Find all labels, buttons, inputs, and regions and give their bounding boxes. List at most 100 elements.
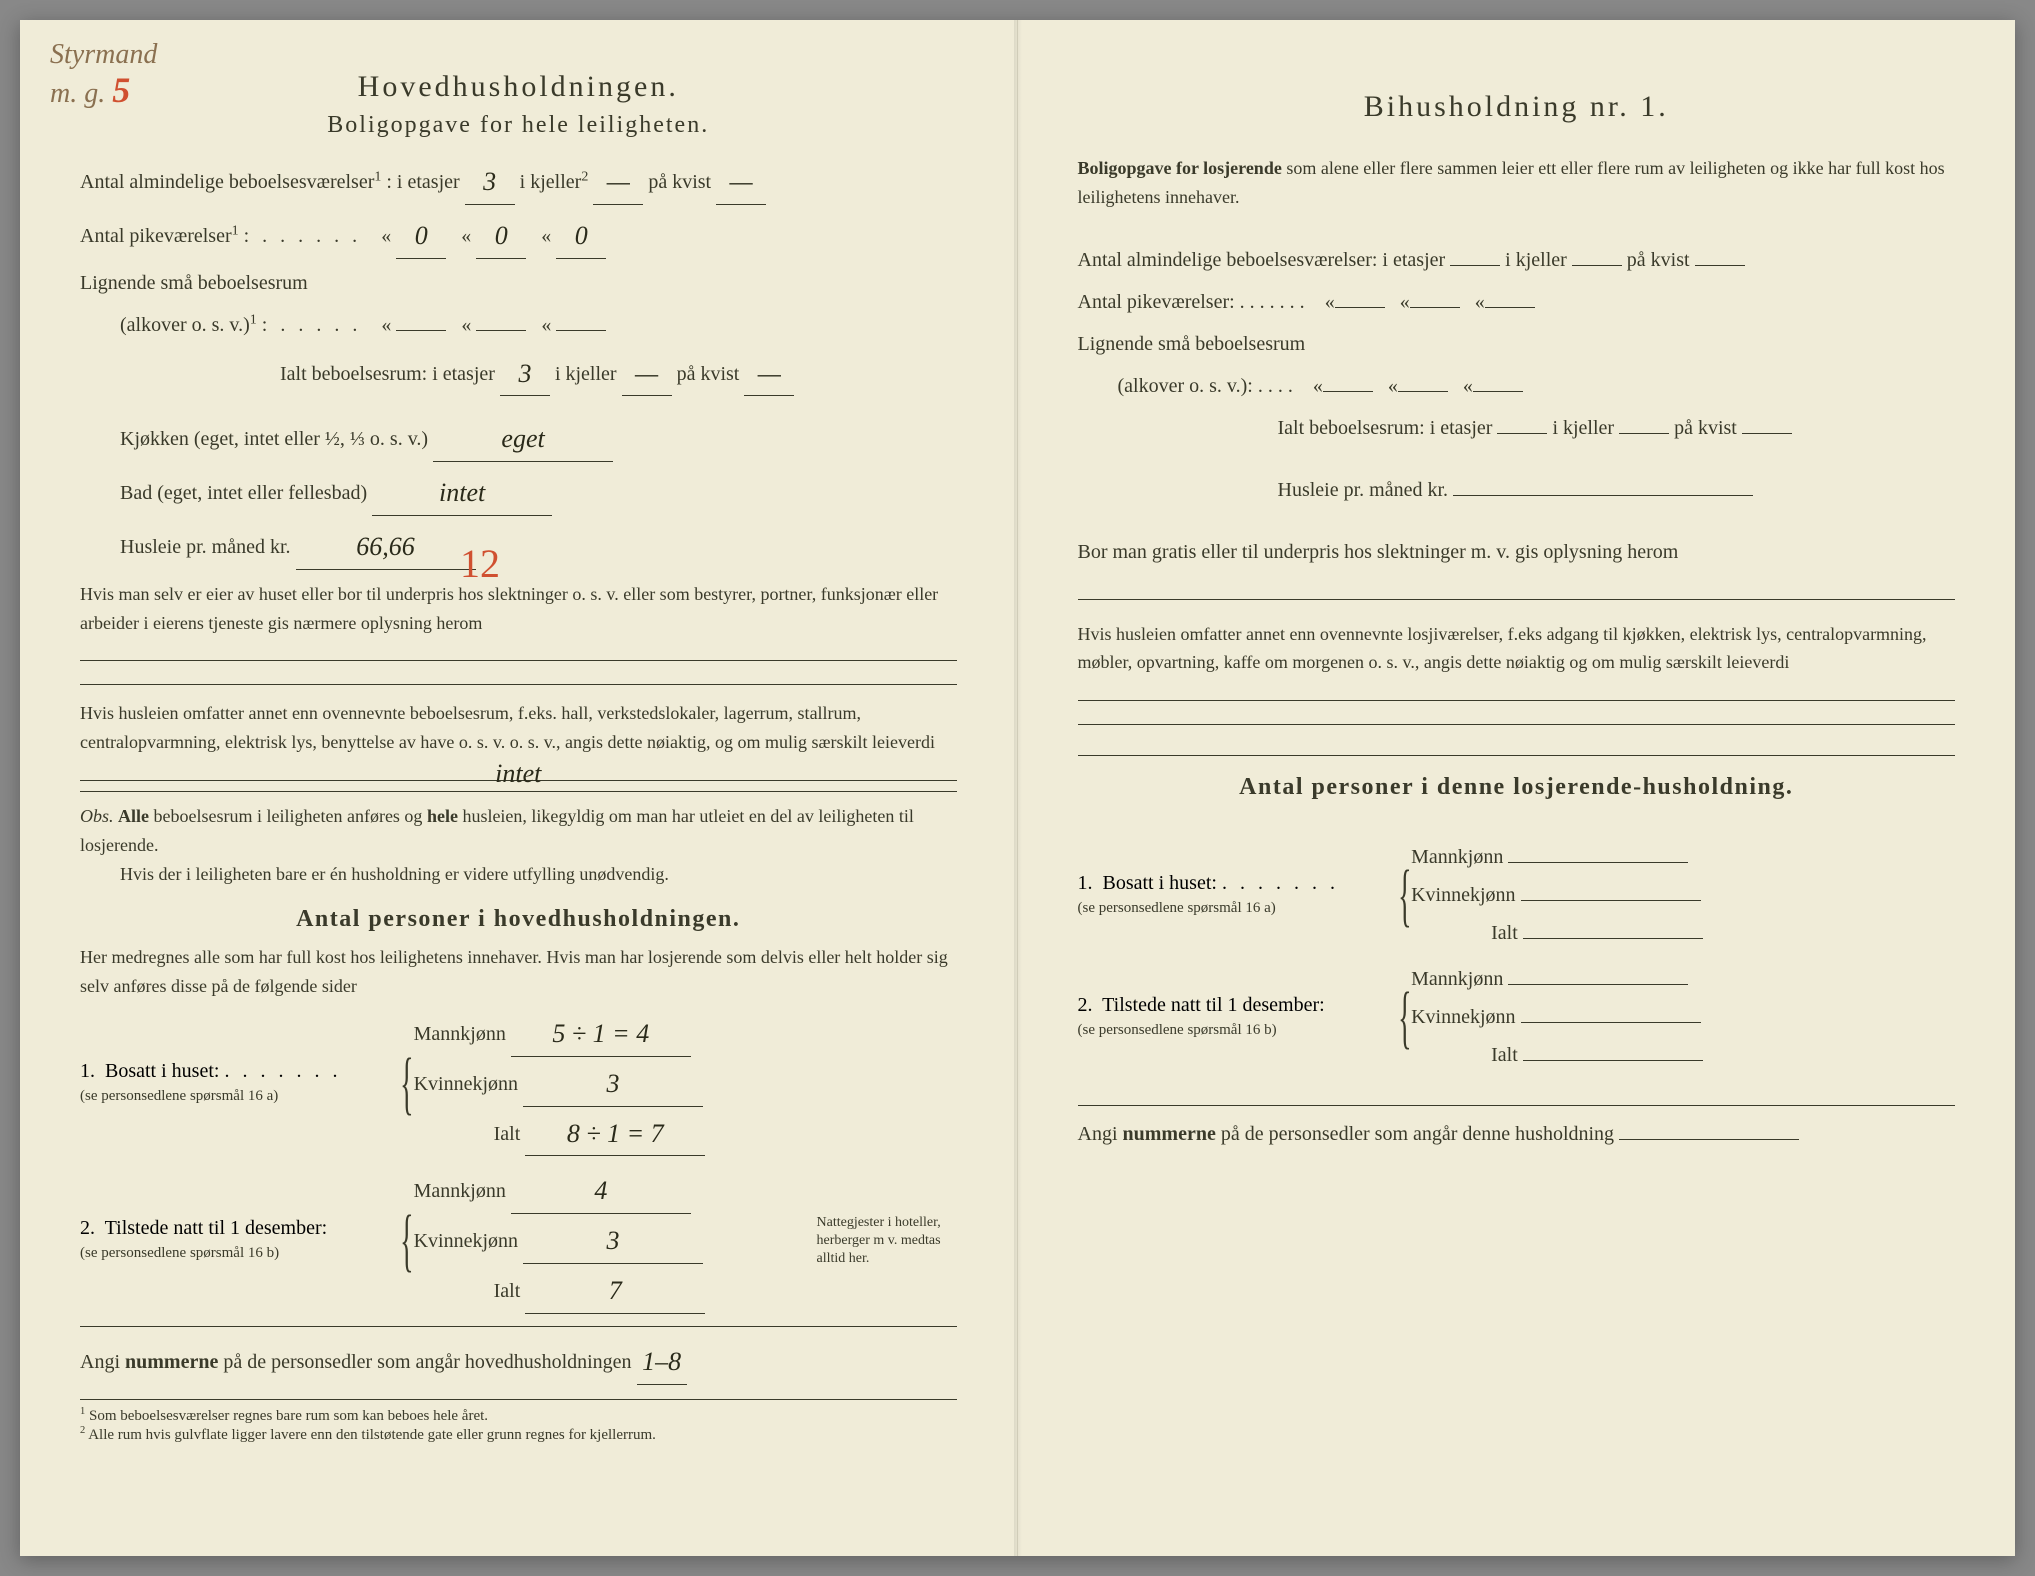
item2-group: 2. Tilstede natt til 1 desember: (se per… <box>80 1166 957 1315</box>
pike-v3: 0 <box>575 221 588 250</box>
item1-ialt-val: 8 ÷ 1 = 7 <box>567 1119 664 1148</box>
r-item2-mann: Mannkjønn <box>1411 968 1503 990</box>
r-item1-group: 1. Bosatt i huset: . . . . . . . (se per… <box>1078 839 1956 953</box>
r-kvist-label: på kvist <box>1627 249 1690 271</box>
angi-val: 1–8 <box>642 1347 681 1376</box>
rule1 <box>80 791 957 792</box>
r-lignende2-label: (alkover o. s. v.): . . . . <box>1118 375 1293 397</box>
lignende-label2: (alkover o. s. v.) <box>120 314 250 336</box>
item1-mann-label: Mannkjønn <box>414 1023 506 1045</box>
rule2 <box>80 1326 957 1327</box>
obs1c: hele <box>427 806 458 826</box>
husleie-label: Husleie pr. måned kr. <box>120 536 291 558</box>
r-husleie-label: Husleie pr. måned kr. <box>1278 479 1449 501</box>
r-item1-kvinne: Kvinnekjønn <box>1411 884 1515 906</box>
right-title: Bihusholdning nr. 1. <box>1078 90 1956 124</box>
item1-num: 1. <box>80 1060 95 1082</box>
antal-alm-row: Antal almindelige beboelsesværelser1 : i… <box>80 157 957 205</box>
ialt-kvist-label: på kvist <box>677 363 740 385</box>
r-item2-ialt: Ialt <box>1491 1044 1518 1066</box>
pike-label: Antal pikeværelser <box>80 225 232 247</box>
kvist-label: på kvist <box>648 171 711 193</box>
r-gratis-blank <box>1078 576 1956 600</box>
angi-bold: nummerne <box>125 1351 218 1373</box>
left-page: Styrmand m. g. 5 Hovedhusholdningen. Bol… <box>20 20 1018 1556</box>
ialt-kjeller-label: i kjeller <box>555 363 617 385</box>
pike-v2: 0 <box>495 221 508 250</box>
footnotes: 1 Som beboelsesværelser regnes bare rum … <box>80 1399 957 1444</box>
obs1a: Alle <box>118 806 149 826</box>
lignende-row1: Lignende små beboelsesrum <box>80 265 957 301</box>
section2-intro: Her medregnes alle som har full kost hos… <box>80 943 957 1001</box>
para1-blank1 <box>80 637 957 661</box>
side-note: Nattegjester i hoteller, herberger m v. … <box>817 1214 957 1269</box>
item1-note: (se personsedlene spørsmål 16 a) <box>80 1088 278 1104</box>
r-item1-label: Bosatt i huset: <box>1103 872 1217 894</box>
bad-row: Bad (eget, intet eller fellesbad) intet <box>80 468 957 516</box>
para2-val: intet <box>495 759 541 788</box>
pike-v1: 0 <box>415 221 428 250</box>
kjeller-label: i kjeller <box>520 171 582 193</box>
husleie-row: Husleie pr. måned kr. 66,66 <box>80 522 957 570</box>
kvist-val: — <box>730 167 753 196</box>
r-antal-alm: Antal almindelige beboelsesværelser: i e… <box>1078 242 1956 278</box>
kjokken-label: Kjøkken (eget, intet eller ½, ⅓ o. s. v.… <box>120 428 428 450</box>
r-rule1 <box>1078 755 1956 756</box>
r-item2-note: (se personsedlene spørsmål 16 b) <box>1078 1022 1277 1038</box>
kjokken-row: Kjøkken (eget, intet eller ½, ⅓ o. s. v.… <box>80 414 957 462</box>
r-angi-rest: på de personsedler som angår denne husho… <box>1216 1123 1614 1145</box>
lq1: « <box>381 314 391 336</box>
r-kjeller-label2: i kjeller <box>1552 417 1614 439</box>
r-para-gratis: Bor man gratis eller til underpris hos s… <box>1078 534 1956 570</box>
r-item1-num: 1. <box>1078 872 1093 894</box>
item1-label: Bosatt i huset: <box>105 1060 219 1082</box>
lignende-row2: (alkover o. s. v.)1 : . . . . . « « « <box>80 307 957 343</box>
obs2: Hvis der i leiligheten bare er én hushol… <box>80 860 957 889</box>
item1-mann-val: 5 ÷ 1 = 4 <box>552 1019 649 1048</box>
ialt-beb-row: Ialt beboelsesrum: i etasjer 3 i kjeller… <box>80 349 957 397</box>
item1-kvinne-label: Kvinnekjønn <box>414 1073 518 1095</box>
q3: « <box>541 225 551 247</box>
etasjer-label: : i etasjer <box>386 171 459 193</box>
r-lignende1: Lignende små beboelsesrum <box>1078 326 1956 362</box>
r-brace-icon2: { <box>1398 990 1411 1046</box>
r-ialt-beb: Ialt beboelsesrum: i etasjer i kjeller p… <box>1078 410 1956 446</box>
r-para2-blank <box>1078 677 1956 701</box>
red-12-mark: 12 <box>460 540 500 587</box>
pike-sup: 1 <box>232 223 239 238</box>
r-ialt-label: Ialt beboelsesrum: <box>1278 417 1425 439</box>
corner-line2: m. g. <box>50 78 105 109</box>
r-item2-kvinne: Kvinnekjønn <box>1411 1006 1515 1028</box>
left-subtitle: Boligopgave for hele leiligheten. <box>80 112 957 139</box>
r-item1-mann: Mannkjønn <box>1411 846 1503 868</box>
q1: « <box>381 225 391 247</box>
right-intro: Boligopgave for losjerende som alene ell… <box>1078 154 1956 212</box>
r-item2-num: 2. <box>1078 994 1093 1016</box>
item2-mann-label: Mannkjønn <box>414 1180 506 1202</box>
lq2: « <box>461 314 471 336</box>
etasjer-val: 3 <box>483 167 496 196</box>
corner-annotation: Styrmand m. g. 5 <box>50 40 157 110</box>
husleie-val: 66,66 <box>356 532 415 561</box>
para1: Hvis man selv er eier av huset eller bor… <box>80 580 957 638</box>
r-pike: Antal pikeværelser: . . . . . . . « « « <box>1078 284 1956 320</box>
bad-val: intet <box>439 478 485 507</box>
brace-icon2: { <box>400 1213 413 1269</box>
brace-icon: { <box>400 1056 413 1112</box>
fn2: Alle rum hvis gulvflate ligger lavere en… <box>88 1427 656 1443</box>
item2-kvinne-label: Kvinnekjønn <box>414 1230 518 1252</box>
item2-ialt-label: Ialt <box>494 1280 521 1302</box>
r-pike-label: Antal pikeværelser: . . . . . . . <box>1078 291 1305 313</box>
item1-kvinne-val: 3 <box>607 1069 620 1098</box>
angi-row: Angi nummerne på de personsedler som ang… <box>80 1337 957 1385</box>
item1-group: 1. Bosatt i huset: . . . . . . . (se per… <box>80 1009 957 1158</box>
r-item1-ialt: Ialt <box>1491 922 1518 944</box>
r-kjeller-label: i kjeller <box>1505 249 1567 271</box>
sup1: 1 <box>374 169 381 184</box>
kjokken-val: eget <box>501 424 544 453</box>
item2-num: 2. <box>80 1217 95 1239</box>
para2-blank: intet <box>80 757 957 781</box>
corner-number: 5 <box>112 70 130 110</box>
r-section2-title: Antal personer i denne losjerende-hushol… <box>1078 774 1956 801</box>
item1-ialt-label: Ialt <box>494 1123 521 1145</box>
